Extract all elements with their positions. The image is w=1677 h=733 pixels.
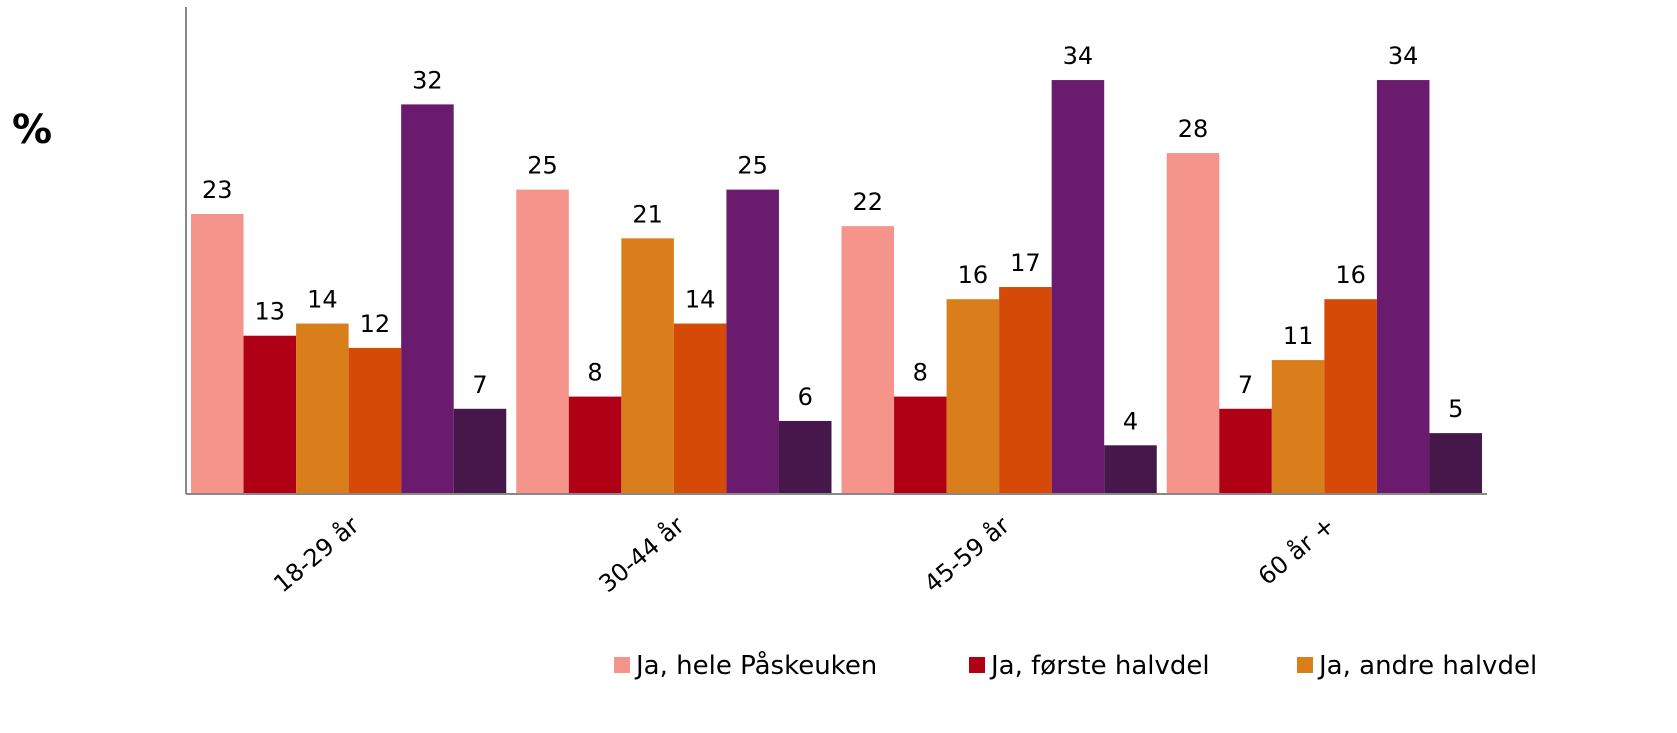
data-label: 7	[1238, 371, 1253, 399]
data-label: 21	[632, 200, 663, 228]
x-tick-label: 60 år +	[1252, 510, 1340, 590]
data-label: 25	[737, 152, 768, 180]
legend-label: Ja, andre halvdel	[1317, 651, 1537, 681]
data-label: 16	[958, 261, 989, 289]
data-label: 28	[1178, 115, 1209, 143]
bar	[999, 287, 1052, 494]
data-label: 11	[1283, 322, 1314, 350]
bar	[348, 347, 402, 494]
data-label: 14	[685, 286, 716, 314]
x-tick-label: 45-59 år	[918, 510, 1015, 598]
data-label: 12	[360, 310, 391, 338]
data-label: 5	[1448, 395, 1463, 423]
legend-swatch	[1297, 657, 1313, 673]
bar	[1324, 299, 1377, 494]
data-label: 34	[1388, 42, 1419, 70]
x-tick-label: 18-29 år	[268, 510, 365, 598]
bar	[453, 408, 507, 494]
data-label: 13	[255, 298, 286, 326]
data-label: 16	[1335, 261, 1366, 289]
bar	[401, 104, 454, 495]
data-label: 8	[913, 359, 928, 387]
bar	[1376, 80, 1430, 495]
bar	[1166, 153, 1220, 494]
bar	[1271, 360, 1325, 494]
bar	[1429, 433, 1482, 494]
legend-swatch	[969, 657, 985, 673]
data-label: 25	[527, 152, 558, 180]
data-label: 6	[798, 383, 813, 411]
bar	[946, 299, 1000, 494]
bar	[778, 420, 832, 494]
legend-swatch	[614, 657, 630, 673]
bar	[1051, 80, 1105, 495]
bar	[516, 189, 569, 494]
bar	[841, 226, 895, 494]
data-label: 8	[587, 359, 602, 387]
legend-label: Ja, hele Påskeuken	[634, 650, 877, 681]
bar	[621, 238, 674, 494]
bar	[568, 396, 622, 494]
bar	[296, 323, 349, 494]
bar	[1104, 445, 1157, 494]
bar	[1219, 408, 1272, 494]
bar	[243, 335, 297, 494]
bar	[191, 213, 244, 494]
data-label: 34	[1063, 42, 1094, 70]
bar	[726, 189, 779, 494]
data-label: 7	[472, 371, 487, 399]
bar	[673, 323, 727, 494]
y-axis-label: %	[12, 107, 52, 153]
legend-label: Ja, første halvdel	[989, 651, 1210, 681]
data-label: 14	[307, 286, 338, 314]
data-label: 4	[1123, 407, 1138, 435]
data-label: 23	[202, 176, 233, 204]
data-label: 17	[1010, 249, 1041, 277]
data-label: 22	[852, 188, 883, 216]
x-tick-label: 30-44 år	[593, 510, 690, 598]
bar	[894, 396, 947, 494]
data-label: 32	[412, 66, 443, 94]
